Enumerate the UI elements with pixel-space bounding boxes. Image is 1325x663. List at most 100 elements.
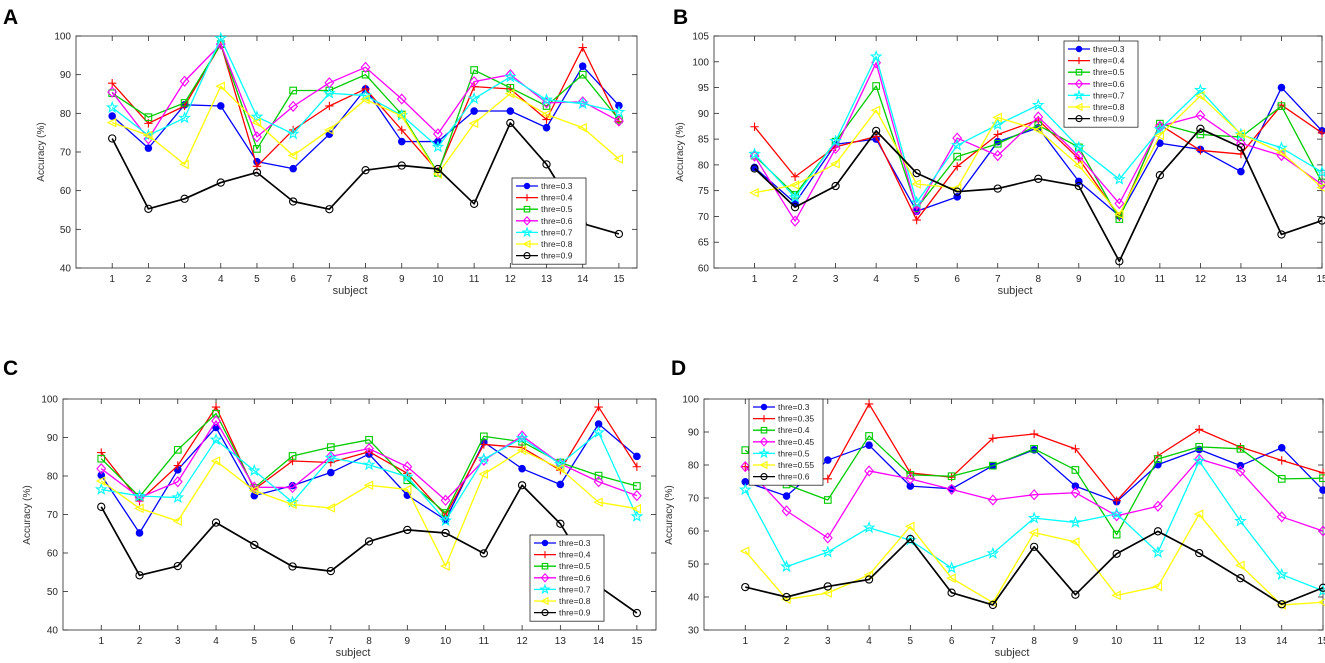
data-point	[440, 561, 450, 571]
data-point	[249, 481, 260, 493]
x-tick-label: 6	[290, 636, 296, 647]
data-point	[594, 471, 603, 480]
legend-marker	[760, 415, 768, 423]
legend-label: thre=0.8	[559, 596, 591, 606]
series-line	[744, 460, 1324, 592]
data-point	[396, 93, 407, 105]
data-point	[287, 150, 298, 161]
data-point	[912, 168, 921, 178]
data-point	[1153, 527, 1163, 536]
data-point	[1318, 468, 1325, 478]
data-point	[1236, 143, 1246, 152]
data-point	[993, 139, 1002, 148]
data-point	[248, 485, 259, 496]
y-tick-label: 90	[688, 428, 700, 439]
x-tick-label: 6	[954, 274, 960, 285]
data-point	[216, 102, 225, 110]
x-tick-label: 5	[908, 636, 914, 647]
data-point	[397, 137, 406, 146]
data-point	[1277, 83, 1286, 92]
data-point	[401, 484, 412, 495]
data-point	[479, 440, 489, 449]
data-point	[633, 452, 641, 461]
data-point	[107, 78, 117, 88]
ylabel-c: Accuracy (%)	[22, 485, 33, 544]
data-point	[871, 126, 881, 136]
data-point	[830, 159, 840, 169]
data-point	[824, 456, 832, 464]
x-tick-label: 10	[432, 274, 444, 285]
data-point	[252, 168, 262, 177]
data-point	[988, 434, 998, 443]
data-point	[592, 425, 605, 438]
x-tick-label: 10	[440, 636, 452, 647]
data-point	[577, 122, 587, 133]
data-point	[180, 194, 189, 203]
x-tick-label: 1	[98, 636, 104, 647]
legend-marker	[540, 596, 549, 606]
data-point	[325, 503, 335, 513]
data-point	[577, 96, 588, 108]
data-point	[1071, 444, 1080, 454]
data-point	[173, 445, 182, 454]
x-tick-label: 10	[1114, 274, 1126, 285]
y-tick-label: 70	[47, 510, 59, 521]
legend-label: thre=0.3	[559, 538, 591, 548]
data-point	[142, 130, 153, 141]
series-thre=0.9	[750, 124, 1325, 266]
data-point	[325, 450, 336, 463]
data-point	[470, 107, 478, 115]
data-point	[506, 107, 515, 115]
data-point	[823, 582, 832, 591]
x-tick-label: 2	[792, 274, 798, 285]
data-point	[1110, 507, 1124, 520]
series-line	[111, 43, 620, 140]
data-point	[541, 109, 551, 120]
data-point	[1071, 590, 1080, 599]
x-tick-label: 11	[1155, 274, 1166, 285]
y-tick-label: 100	[682, 395, 699, 406]
data-point	[1277, 102, 1286, 110]
data-point	[1069, 515, 1082, 528]
data-point	[323, 125, 334, 135]
data-point	[1315, 165, 1325, 178]
data-point	[467, 91, 481, 105]
data-point	[439, 513, 452, 527]
x-tick-label: 9	[1076, 274, 1082, 285]
data-point	[173, 461, 182, 470]
data-point	[1194, 83, 1207, 96]
data-point	[613, 115, 624, 127]
y-tick-label: 95	[698, 83, 710, 94]
x-tick-label: 15	[613, 274, 625, 285]
legend-marker	[759, 460, 768, 470]
data-point	[1151, 545, 1165, 558]
series-line	[744, 458, 1324, 539]
data-point	[361, 166, 370, 175]
data-point	[952, 132, 963, 144]
x-tick-label: 3	[833, 274, 839, 285]
data-point	[106, 117, 117, 128]
data-point	[872, 82, 880, 90]
panel-label-b: B	[673, 6, 688, 29]
data-point	[947, 472, 956, 481]
y-tick-label: 105	[692, 32, 709, 43]
data-point	[171, 490, 185, 503]
y-tick-label: 85	[698, 135, 710, 146]
y-tick-label: 40	[60, 264, 72, 275]
series-line	[111, 85, 620, 175]
data-point	[107, 86, 118, 98]
data-point	[211, 415, 221, 427]
data-point	[862, 520, 876, 534]
data-point	[433, 164, 443, 174]
data-point	[739, 546, 750, 556]
data-point	[1317, 598, 1325, 606]
data-point	[470, 66, 478, 74]
data-point	[789, 180, 800, 190]
legend-label: thre=0.8	[541, 239, 573, 249]
data-point	[946, 573, 956, 583]
data-point	[400, 470, 414, 483]
x-tick-label: 3	[175, 636, 181, 647]
panel-label-a: A	[3, 6, 18, 29]
